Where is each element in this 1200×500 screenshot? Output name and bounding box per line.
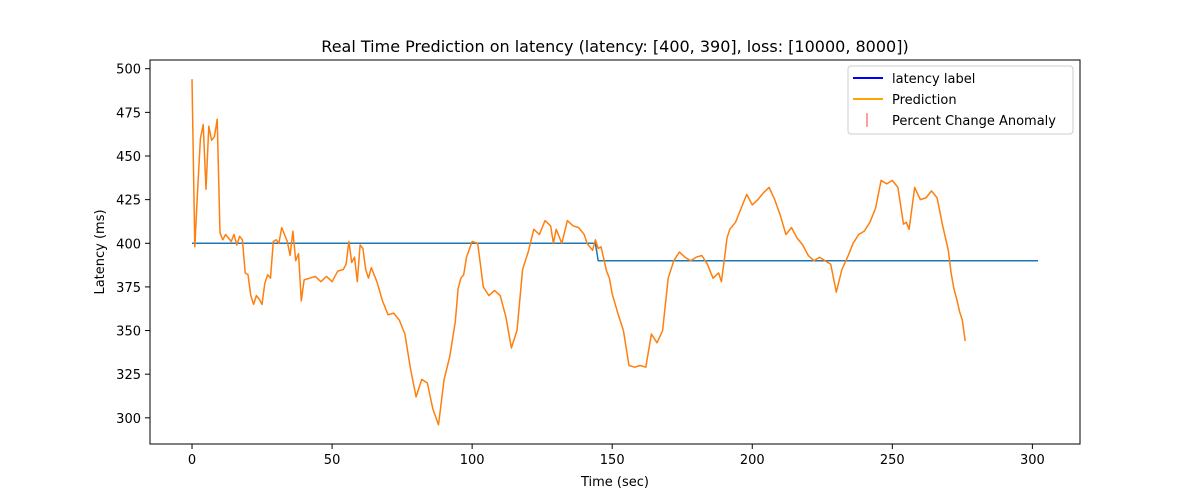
series-line-prediction xyxy=(191,79,966,426)
y-axis: 300 325 350 375 400 425 450 475 500 xyxy=(116,63,150,427)
x-axis-label: Time (sec) xyxy=(580,475,649,490)
x-tick-label: 200 xyxy=(740,453,765,468)
legend-label-percent-change-anomaly: Percent Change Anomaly xyxy=(892,114,1056,129)
x-tick-label: 100 xyxy=(460,453,485,468)
legend: latency label Prediction Percent Change … xyxy=(847,65,1074,135)
legend-label-prediction: Prediction xyxy=(892,93,957,108)
y-tick-label: 425 xyxy=(116,194,141,209)
legend-label-latency-label: latency label xyxy=(892,72,975,87)
x-tick-label: 300 xyxy=(1020,453,1045,468)
chart-title: Real Time Prediction on latency (latency… xyxy=(321,37,908,56)
y-tick-label: 500 xyxy=(116,63,141,78)
series-layer xyxy=(191,79,1038,426)
x-tick-label: 150 xyxy=(600,453,625,468)
x-tick-label: 50 xyxy=(324,453,341,468)
legend-box xyxy=(847,65,1074,135)
y-tick-label: 450 xyxy=(116,150,141,165)
y-axis-label: Latency (ms) xyxy=(93,209,108,294)
x-tick-label: 250 xyxy=(880,453,905,468)
x-axis: 0 50 100 150 200 250 300 xyxy=(188,444,1045,468)
y-tick-label: 325 xyxy=(116,368,141,383)
x-tick-label: 0 xyxy=(188,453,196,468)
y-tick-label: 475 xyxy=(116,106,141,121)
y-tick-label: 400 xyxy=(116,237,141,252)
y-tick-label: 375 xyxy=(116,281,141,296)
y-tick-label: 350 xyxy=(116,325,141,340)
series-line-latency-label xyxy=(192,242,1038,262)
plot-frame-border xyxy=(149,59,1081,445)
y-tick-label: 300 xyxy=(116,412,141,427)
